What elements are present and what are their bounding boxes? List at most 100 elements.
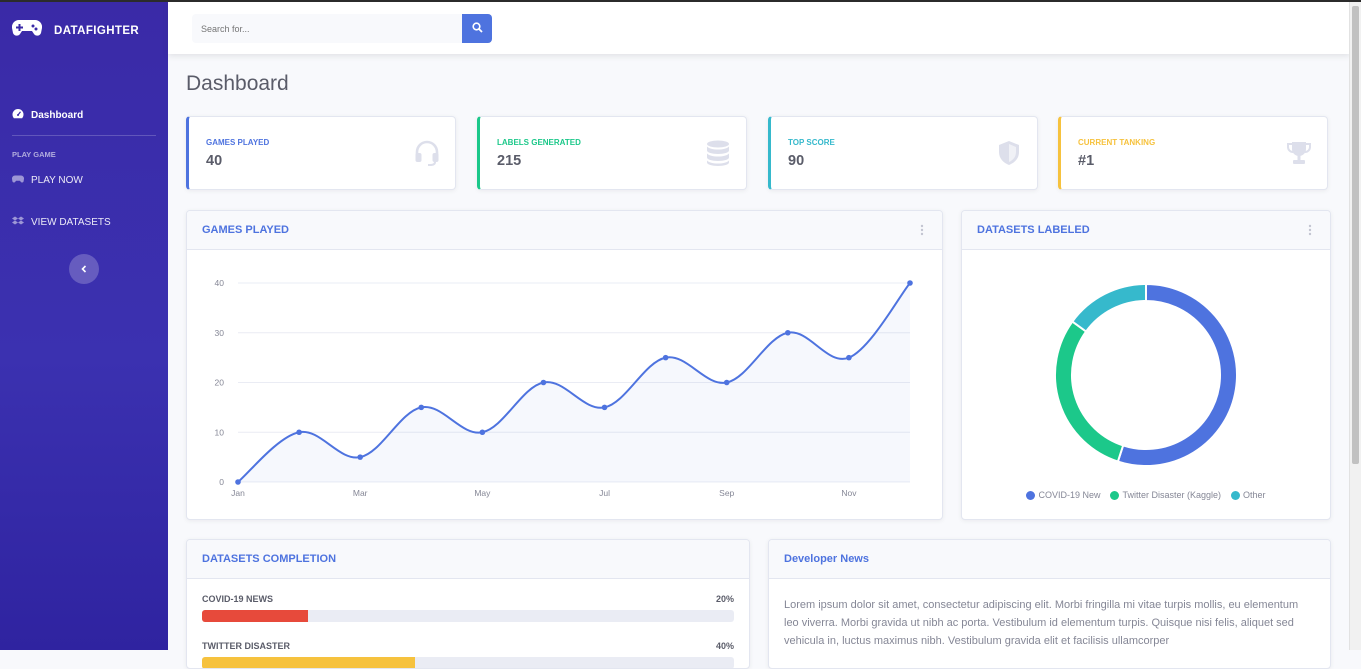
legend-label: Other	[1243, 490, 1266, 500]
games-played-line-chart: 0 10 20 30 40 Jan Mar May Jul Sep Nov	[215, 278, 913, 498]
dropbox-icon	[12, 216, 31, 229]
card-header: GAMES PLAYED	[187, 211, 942, 250]
y-tick-label: 10	[215, 427, 225, 437]
legend-swatch	[1231, 490, 1241, 500]
legend-label: Twitter Disaster (Kaggle)	[1122, 490, 1222, 500]
gamepad-icon	[11, 174, 31, 187]
line-series	[237, 282, 911, 483]
gamepad-icon	[11, 18, 43, 43]
card-header: DATASETS LABELED	[962, 211, 1330, 250]
progress-percent: 20%	[715, 594, 734, 604]
sidebar-item-play-now[interactable]: PLAY NOW	[11, 174, 83, 187]
card-title: DATASETS COMPLETION	[202, 553, 337, 565]
stat-card-current-tanking: CURRENT TANKING #1	[1058, 116, 1328, 190]
sidebar-item-label: VIEW DATASETS	[31, 217, 111, 228]
data-point	[601, 404, 608, 411]
sidebar-item-label: PLAY NOW	[31, 175, 83, 186]
donut-slice	[1070, 282, 1147, 333]
progress-row: COVID-19 NEWS 20%	[202, 594, 734, 604]
search-input[interactable]	[192, 14, 460, 43]
x-tick-label: Sep	[719, 488, 734, 498]
brand-name: DATAFIGHTER	[54, 24, 140, 37]
progress-percent: 40%	[715, 641, 734, 651]
stat-label: GAMES PLAYED	[206, 138, 270, 147]
scrollbar-thumb[interactable]	[1352, 6, 1359, 464]
stat-label: TOP SCORE	[788, 138, 835, 147]
data-point	[540, 379, 547, 386]
progress-label: COVID-19 NEWS	[202, 594, 274, 604]
stat-card-labels-generated: LABELS GENERATED 215	[477, 116, 747, 190]
legend-swatch	[1110, 490, 1120, 500]
x-tick-label: Mar	[353, 488, 368, 498]
chart-legend: COVID-19 New Twitter Disaster (Kaggle) O…	[962, 490, 1330, 500]
stat-label: CURRENT TANKING	[1078, 138, 1156, 147]
progress-bar	[202, 657, 734, 668]
data-point	[723, 379, 730, 386]
x-tick-label: Nov	[841, 488, 857, 498]
card-title: DATASETS LABELED	[977, 224, 1090, 236]
sidebar-item-dashboard[interactable]: Dashboard	[12, 108, 83, 123]
card-title: GAMES PLAYED	[202, 224, 290, 236]
card-title: Developer News	[784, 553, 869, 565]
x-tick-label: May	[474, 488, 491, 498]
line-area-fill	[238, 283, 910, 482]
stat-value: 215	[497, 153, 522, 169]
stat-card-games-played: GAMES PLAYED 40	[186, 116, 456, 190]
stat-value: 90	[788, 153, 805, 169]
legend-item[interactable]: Twitter Disaster (Kaggle)	[1110, 490, 1221, 500]
x-tick-label: Jul	[599, 488, 610, 498]
progress-fill	[202, 610, 309, 622]
stat-card-top-score: TOP SCORE 90	[768, 116, 1038, 190]
stat-label: LABELS GENERATED	[497, 138, 581, 147]
donut-slice	[1116, 282, 1238, 467]
page-scrollbar[interactable]	[1349, 2, 1361, 650]
tachometer-icon	[12, 108, 31, 123]
developer-news-card: Developer News Lorem ipsum dolor sit ame…	[768, 539, 1331, 669]
more-vertical-icon[interactable]	[1308, 224, 1312, 236]
more-vertical-icon[interactable]	[920, 224, 924, 236]
data-point	[479, 429, 486, 436]
donut-slice	[1054, 320, 1125, 463]
data-point	[418, 404, 425, 411]
y-tick-label: 40	[215, 278, 225, 288]
sidebar-heading: PLAY GAME	[12, 150, 56, 159]
data-point	[662, 354, 669, 361]
progress-fill	[202, 657, 415, 668]
brand[interactable]: DATAFIGHTER	[11, 18, 140, 43]
y-tick-label: 20	[215, 378, 225, 388]
y-tick-label: 30	[215, 328, 225, 338]
datasets-labeled-donut-chart	[1054, 282, 1238, 467]
database-icon	[707, 140, 729, 166]
stat-value: 40	[206, 153, 223, 169]
sidebar-toggle-button[interactable]	[69, 254, 99, 284]
topbar	[168, 2, 1350, 54]
sidebar-item-label: Dashboard	[31, 110, 84, 121]
legend-swatch	[1026, 490, 1036, 500]
sidebar-divider	[12, 135, 156, 136]
stat-value: #1	[1078, 153, 1095, 169]
search-box	[192, 14, 462, 43]
shield-icon	[999, 141, 1019, 165]
games-played-card: GAMES PLAYED 0 10 20 30 40 Jan Mar May Jul Sep Nov	[186, 210, 943, 520]
news-text: Lorem ipsum dolor sit amet, consectetur …	[784, 599, 1299, 647]
page-title: Dashboard	[186, 72, 289, 95]
data-point	[785, 329, 791, 336]
legend-item[interactable]: COVID-19 New	[1026, 490, 1100, 500]
search-button[interactable]	[462, 14, 492, 43]
search-icon	[471, 20, 483, 38]
data-point	[907, 280, 913, 286]
headset-icon	[415, 140, 439, 166]
card-header: Developer News	[769, 540, 1330, 579]
progress-row: TWITTER DISASTER 40%	[202, 641, 734, 651]
card-header: DATASETS COMPLETION	[187, 540, 749, 579]
data-point	[357, 454, 363, 460]
progress-label: TWITTER DISASTER	[202, 641, 290, 651]
x-tick-label: Jan	[231, 488, 245, 498]
legend-label: COVID-19 New	[1038, 490, 1101, 500]
sidebar-item-view-datasets[interactable]: VIEW DATASETS	[12, 216, 111, 229]
data-point	[296, 429, 302, 436]
window-top-border	[0, 0, 1361, 2]
data-point	[235, 479, 241, 485]
trophy-icon	[1287, 142, 1311, 164]
legend-item[interactable]: Other	[1231, 490, 1266, 500]
